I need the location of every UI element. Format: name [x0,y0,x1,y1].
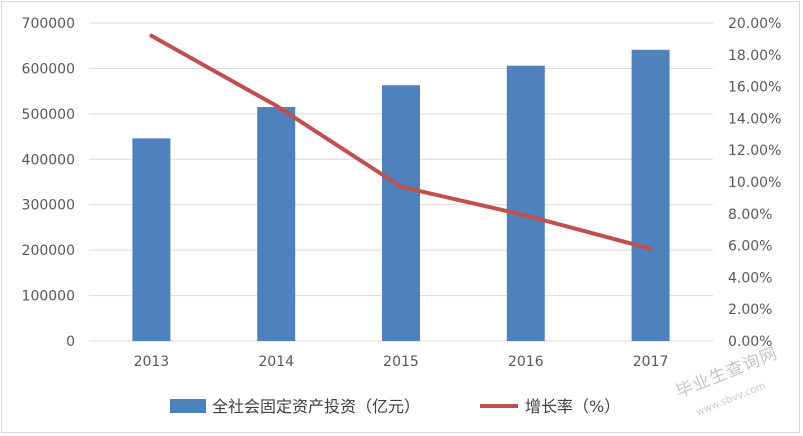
y-right-tick-label: 0.00% [728,334,772,350]
y-left-tick-label: 500000 [22,107,75,123]
y-right-tick-label: 2.00% [728,302,772,318]
y-left-tick-label: 600000 [22,61,75,77]
y-left-tick-label: 100000 [22,289,75,305]
y-left-tick-label: 200000 [22,243,75,259]
y-right-tick-label: 12.00% [728,143,781,159]
x-tick-label: 2013 [134,354,170,370]
y-right-tick-label: 10.00% [728,175,781,191]
x-tick-label: 2016 [508,354,544,370]
bar [382,85,420,341]
y-left-tick-label: 0 [66,334,75,350]
x-tick-label: 2014 [258,354,294,370]
y-left-tick-label: 700000 [22,16,75,32]
bar [257,107,296,342]
y-right-tick-label: 16.00% [728,80,781,96]
legend-label-investment: 全社会固定资产投资（亿元） [212,397,420,416]
bar [506,65,545,342]
y-right-tick-label: 8.00% [728,207,772,223]
bar [132,138,171,341]
bar [631,49,670,341]
y-right-tick-label: 14.00% [728,111,781,127]
y-right-tick-label: 20.00% [728,16,781,32]
legend-swatch-investment [170,399,206,413]
x-tick-label: 2017 [633,354,669,370]
x-tick-label: 2015 [383,354,419,370]
y-right-tick-label: 18.00% [728,48,781,64]
y-right-tick-label: 4.00% [728,270,772,286]
y-right-tick-label: 6.00% [728,239,772,255]
y-left-tick-label: 300000 [22,198,75,214]
legend-label-growth: 增长率（%） [525,397,620,416]
y-left-tick-label: 400000 [22,152,75,168]
